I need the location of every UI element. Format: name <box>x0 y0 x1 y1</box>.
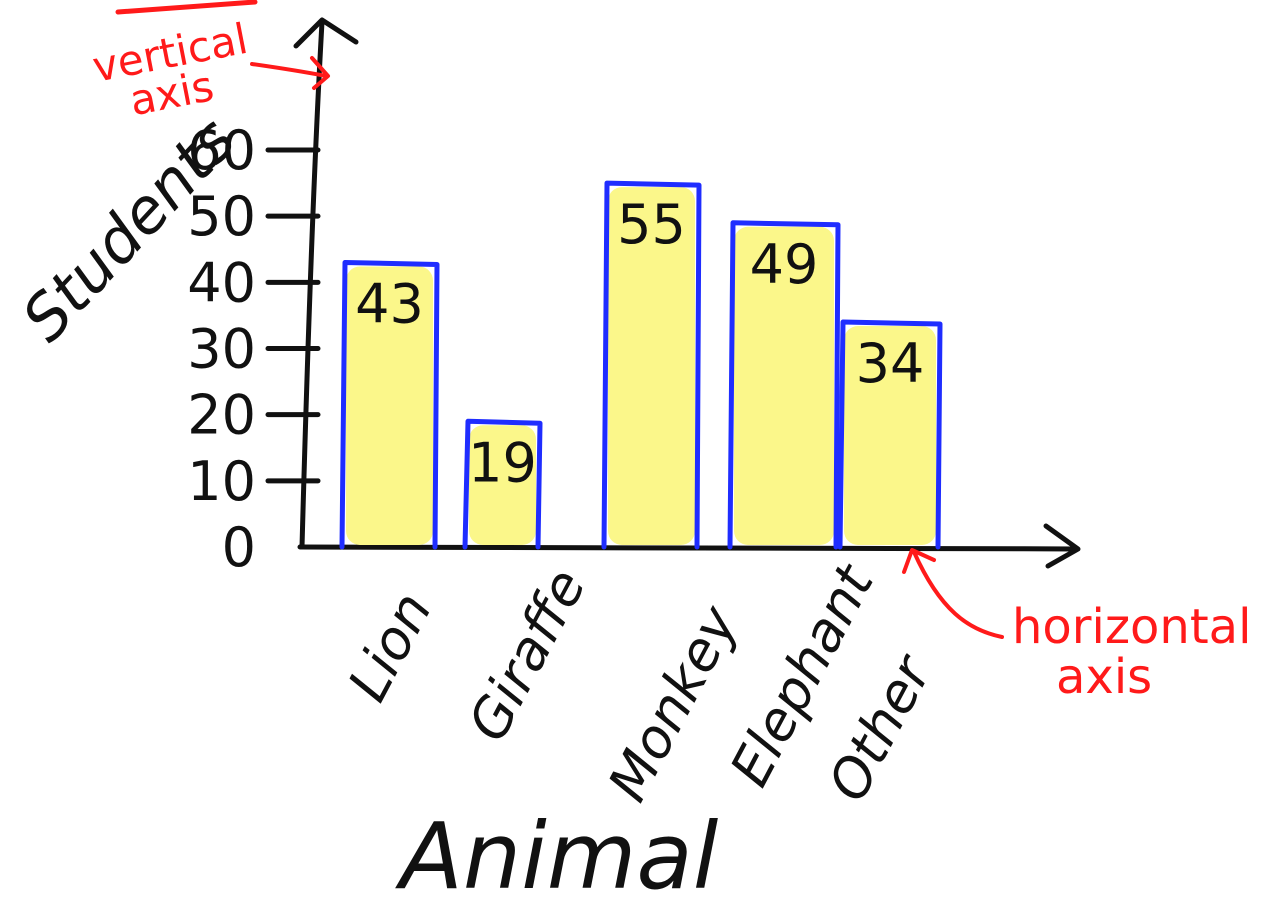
y-axis-line <box>299 19 325 550</box>
bar-value-label: 19 <box>468 431 537 494</box>
y-tick-label: 60 <box>187 119 256 182</box>
y-tick-label: 0 <box>222 516 256 579</box>
bar <box>339 259 440 550</box>
vertical-axis-annotation: vertical axis <box>89 11 273 131</box>
red-scribble-mark <box>115 0 258 15</box>
bar <box>727 220 841 550</box>
y-tick-label: 50 <box>187 185 256 248</box>
horizontal-axis-annotation-line-1: horizontal <box>1012 599 1251 655</box>
horizontal-axis-annotation-line-2: axis <box>1056 649 1152 705</box>
horizontal-axis-pointer-arrow <box>902 548 1004 639</box>
bar-value-label: 43 <box>355 272 424 335</box>
bar <box>462 418 543 550</box>
y-tick-label: 20 <box>187 384 256 447</box>
bar-fill <box>734 226 834 546</box>
x-axis-line <box>297 544 1079 552</box>
y-tick-label: 10 <box>187 450 256 513</box>
axes <box>293 17 1081 569</box>
bar-value-label: 34 <box>856 332 925 395</box>
y-tick-label: 40 <box>187 251 256 314</box>
bar-fill <box>608 187 695 546</box>
bar <box>837 319 943 550</box>
x-category-label: Giraffe <box>456 559 598 751</box>
bar-fill <box>844 326 936 545</box>
x-axis-arrowhead <box>1043 523 1081 569</box>
bar-fill <box>346 266 433 545</box>
x-category-label: Lion <box>336 582 444 711</box>
y-tick-label: 30 <box>187 318 256 381</box>
bar-value-label: 55 <box>617 193 686 256</box>
bar-value-label: 49 <box>750 233 819 296</box>
x-axis-title: Animal <box>395 803 719 905</box>
horizontal-axis-annotation: horizontal axis <box>1012 599 1267 705</box>
vertical-axis-pointer-arrow <box>250 56 330 90</box>
bar-fill <box>469 425 536 545</box>
x-category-label: Monkey <box>596 595 751 811</box>
bar <box>601 180 702 550</box>
y-axis-arrowhead <box>293 17 359 49</box>
